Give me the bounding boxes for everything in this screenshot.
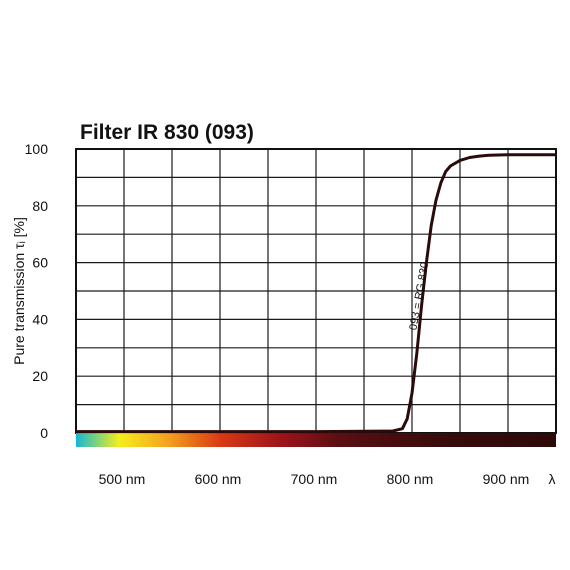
grid — [75, 148, 557, 434]
x-axis-label: λ — [549, 471, 556, 487]
y-tick-label: 0 — [40, 425, 48, 441]
y-tick-label: 60 — [32, 255, 48, 271]
y-tick-label: 40 — [32, 311, 48, 327]
spectrum-bar — [76, 433, 556, 447]
chart-title: Filter IR 830 (093) — [80, 121, 254, 144]
x-tick-label: 800 nm — [387, 471, 434, 487]
curve-annotation: 093 = RG 830 — [408, 261, 432, 331]
y-tick-label: 20 — [32, 368, 48, 384]
transmission-curve — [76, 153, 556, 434]
y-axis-ticks: 0 20 40 60 80 100 — [25, 141, 49, 441]
x-tick-label: 500 nm — [99, 471, 146, 487]
x-tick-label: 600 nm — [195, 471, 242, 487]
y-tick-label: 100 — [25, 141, 49, 157]
x-tick-label: 900 nm — [483, 471, 530, 487]
y-tick-label: 80 — [32, 198, 48, 214]
y-axis-label: Pure transmission τᵢ [%] — [11, 217, 27, 365]
x-axis-ticks: 500 nm 600 nm 700 nm 800 nm 900 nm — [99, 471, 530, 487]
x-tick-label: 700 nm — [291, 471, 338, 487]
